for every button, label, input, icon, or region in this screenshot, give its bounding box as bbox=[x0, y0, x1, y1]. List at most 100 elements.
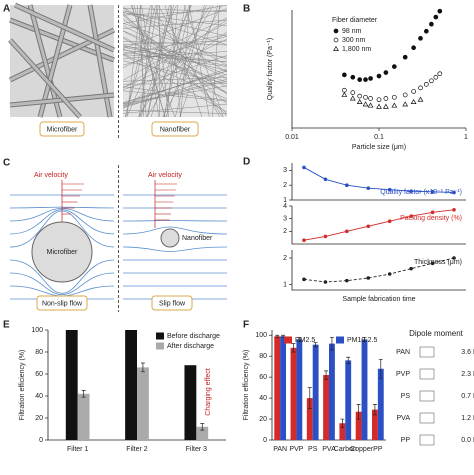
point bbox=[323, 234, 328, 239]
fiber bbox=[126, 4, 141, 118]
bar bbox=[77, 393, 90, 440]
legend-swatch bbox=[336, 336, 344, 344]
point bbox=[437, 71, 443, 77]
error-bar bbox=[81, 390, 86, 398]
point bbox=[402, 54, 408, 60]
legend-swatch bbox=[156, 342, 164, 350]
x-tick-label: Filter 3 bbox=[186, 446, 208, 453]
point bbox=[302, 277, 306, 282]
x-tick-label: Filter 1 bbox=[67, 446, 89, 453]
panel-letter: A bbox=[3, 4, 10, 15]
structure-icon bbox=[419, 368, 435, 380]
point bbox=[411, 45, 416, 51]
y-tick-label: 60 bbox=[259, 374, 267, 381]
legend-label: PM2.5 bbox=[295, 337, 315, 344]
y-axis-label: Filtration efficiency (%) bbox=[19, 350, 26, 421]
point bbox=[433, 14, 439, 20]
x-tick-label: 0.1 bbox=[374, 134, 384, 141]
fiber bbox=[133, 4, 166, 118]
caption-box bbox=[151, 121, 199, 137]
x-tick-label: PVP bbox=[289, 446, 303, 453]
caption: Microfiber bbox=[47, 126, 78, 133]
fiber bbox=[122, 4, 228, 24]
fiber bbox=[122, 85, 228, 105]
point bbox=[356, 98, 363, 104]
x-axis-label: Sample fabrication time bbox=[342, 296, 415, 303]
streamline bbox=[9, 259, 115, 294]
point bbox=[363, 94, 368, 100]
point bbox=[350, 90, 356, 95]
table-title: Dipole moment bbox=[409, 329, 464, 338]
bar bbox=[355, 411, 362, 440]
error-bar bbox=[340, 418, 345, 428]
line bbox=[303, 257, 455, 283]
point bbox=[437, 8, 443, 14]
y-tick-label: 3 bbox=[283, 167, 287, 174]
error-bar bbox=[313, 342, 318, 348]
point bbox=[391, 94, 397, 100]
point bbox=[368, 76, 373, 81]
fiber bbox=[122, 54, 228, 113]
point bbox=[417, 96, 424, 102]
fiber bbox=[122, 25, 228, 79]
fiber bbox=[122, 68, 228, 106]
fiber bbox=[122, 30, 228, 76]
x-tick-label: 0.01 bbox=[285, 134, 299, 141]
y-tick-label: 40 bbox=[35, 393, 43, 400]
y-tick-label: 2 bbox=[283, 182, 287, 189]
fiber bbox=[122, 23, 228, 60]
bar bbox=[323, 375, 329, 440]
table-name: PS bbox=[401, 393, 411, 400]
legend-marker bbox=[333, 45, 339, 51]
point bbox=[402, 101, 409, 107]
y-tick-label: 2 bbox=[283, 228, 287, 235]
flow-art bbox=[9, 180, 228, 300]
bar bbox=[345, 360, 352, 440]
structure-icon bbox=[419, 346, 435, 358]
y-tick-label: 80 bbox=[35, 349, 43, 356]
point bbox=[368, 96, 373, 101]
error-bar bbox=[362, 336, 367, 342]
bar bbox=[274, 336, 281, 440]
table-value: 0.0 D bbox=[461, 437, 474, 444]
fiber-art bbox=[8, 2, 228, 119]
bar bbox=[125, 330, 137, 440]
bar bbox=[184, 365, 197, 440]
y-tick-label: 60 bbox=[35, 371, 43, 378]
point bbox=[342, 72, 347, 78]
y-tick-label: 0 bbox=[263, 437, 267, 444]
point bbox=[345, 183, 349, 187]
point bbox=[341, 91, 348, 97]
point bbox=[387, 187, 392, 192]
streamline bbox=[122, 226, 228, 235]
y-tick-label: 100 bbox=[31, 327, 43, 334]
panel-letter: C bbox=[3, 158, 10, 169]
point bbox=[423, 28, 429, 34]
fiber bbox=[164, 4, 203, 118]
legend-swatch bbox=[284, 336, 292, 344]
point bbox=[302, 238, 306, 242]
y-tick-label: 20 bbox=[35, 415, 43, 422]
series-label: Packing density (%) bbox=[400, 215, 462, 222]
fiber bbox=[122, 55, 228, 90]
fiber bbox=[188, 4, 210, 118]
fiber bbox=[122, 36, 228, 66]
x-axis-label: Particle size (μm) bbox=[352, 144, 406, 151]
error-bar bbox=[346, 356, 351, 364]
y-tick-label: 20 bbox=[259, 416, 267, 423]
point bbox=[411, 89, 416, 94]
legend-marker bbox=[333, 37, 339, 43]
point bbox=[452, 208, 456, 212]
error-bar bbox=[372, 404, 377, 416]
bar bbox=[65, 330, 78, 440]
error-bar bbox=[297, 336, 302, 342]
legend-swatch bbox=[156, 332, 164, 340]
legend-marker bbox=[333, 28, 339, 34]
error-bar bbox=[329, 336, 334, 351]
table-name: PVA bbox=[397, 415, 411, 422]
point bbox=[345, 229, 349, 234]
legend-label: After discharge bbox=[167, 343, 214, 350]
point bbox=[382, 103, 389, 109]
error-bar bbox=[356, 404, 361, 420]
